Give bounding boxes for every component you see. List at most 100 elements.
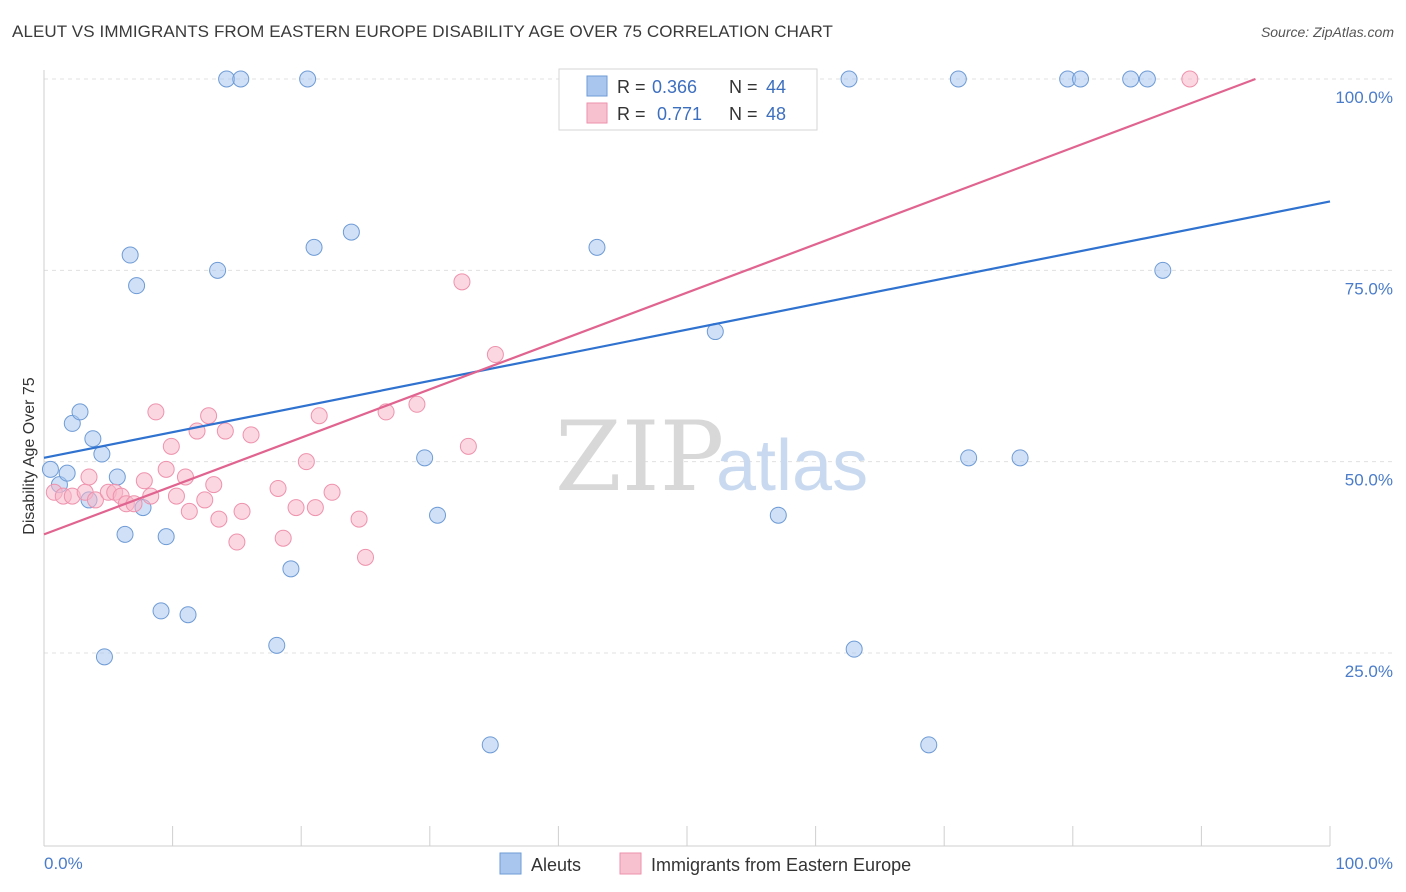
immigrants-point [306,499,324,517]
series-legend: Aleuts Immigrants from Eastern Europe [499,852,911,875]
immigrants-point [216,422,234,440]
immigrants-point [408,395,426,413]
legend-n-label-1: N = [729,77,758,97]
aleuts-point [58,464,76,482]
immigrants-point [205,476,223,494]
legend-r-value-2: 0.771 [657,104,702,124]
aleuts-point [1122,70,1140,88]
immigrants-point [269,479,287,497]
x-ticks [43,826,1331,846]
chart-title: ALEUT VS IMMIGRANTS FROM EASTERN EUROPE … [12,22,834,41]
aleuts-point [949,70,967,88]
aleuts-point [1138,70,1156,88]
immigrants-point [86,491,104,509]
aleuts-point [157,528,175,546]
immigrants-point [196,491,214,509]
aleuts-point [218,70,236,88]
immigrants-point [147,403,165,421]
immigrants-point [228,533,246,551]
aleuts-point [41,460,59,478]
aleuts-point [95,648,113,666]
immigrants-point [357,548,374,566]
bottom-legend-label-aleuts: Aleuts [531,855,581,875]
immigrants-point [180,502,198,520]
immigrants-point [80,468,98,486]
legend-swatch-immigrants [586,102,608,124]
y-tick-label: 100.0% [1335,88,1393,107]
immigrants-point [210,510,228,528]
y-tick-label: 50.0% [1345,471,1393,490]
aleuts-point [920,736,938,754]
aleuts-point [429,506,447,524]
trend-lines [43,77,1331,536]
aleuts-point [1154,261,1172,279]
aleuts-point [769,506,787,524]
watermark: ZIP atlas [555,401,868,513]
immigrants-point [233,502,251,520]
legend-n-label-2: N = [729,104,758,124]
y-tick-labels: 25.0% 50.0% 75.0% 100.0% [1335,88,1393,681]
aleuts-point [209,261,227,279]
aleuts-point [481,736,499,754]
legend-swatch-aleuts [586,75,608,97]
aleuts-point [299,70,317,88]
immigrants-point [287,499,305,517]
immigrants-trend-line [43,77,1256,536]
aleuts-point [128,277,146,295]
immigrants-point [274,529,292,547]
immigrants-point [162,437,180,455]
bottom-legend-label-immigrants: Immigrants from Eastern Europe [651,855,911,875]
aleuts-point [1072,70,1090,88]
immigrants-point [242,426,260,444]
legend-n-value-1: 44 [766,77,786,97]
series-aleuts-points [41,70,1172,754]
immigrants-point [157,460,175,478]
immigrants-point [453,273,471,291]
series-immigrants-points [45,70,1199,566]
aleuts-point [268,636,286,654]
aleuts-point [305,238,323,256]
aleuts-point [152,602,170,620]
aleuts-point [71,403,89,421]
watermark-zip: ZIP [555,401,724,513]
aleuts-point [845,640,863,658]
bottom-legend-swatch-aleuts [499,852,522,875]
aleuts-point [232,70,250,88]
immigrants-point [323,483,341,501]
immigrants-point [176,468,194,486]
aleuts-point [179,606,197,624]
aleuts-point [416,449,434,467]
watermark-atlas: atlas [716,426,868,506]
aleuts-point [342,223,360,241]
aleuts-point [840,70,858,88]
immigrants-point [167,487,185,505]
aleuts-point [588,238,606,256]
bottom-legend-swatch-immigrants [619,852,642,875]
immigrants-point [1181,70,1199,88]
immigrants-point [310,407,328,425]
immigrants-point [486,346,504,364]
chart-source: Source: ZipAtlas.com [1260,24,1394,40]
x-tick-label-max: 100.0% [1335,854,1393,873]
correlation-legend: R = 0.366 N = 44 R = 0.771 N = 48 [558,68,818,131]
aleuts-point [1011,449,1029,467]
grid-lines [44,78,1393,654]
immigrants-point [350,510,368,528]
aleuts-point [121,246,139,264]
y-tick-label: 25.0% [1345,662,1393,681]
aleuts-point [84,430,102,448]
x-tick-label-min: 0.0% [44,854,83,873]
aleuts-point [960,449,978,467]
y-axis-title: Disability Age Over 75 [21,377,38,535]
legend-r-value-1: 0.366 [652,77,697,97]
aleuts-trend-line [43,200,1331,459]
y-tick-label: 75.0% [1345,279,1393,298]
immigrants-point [297,453,315,471]
legend-n-value-2: 48 [766,104,786,124]
immigrants-point [459,437,477,455]
aleuts-point [282,560,300,578]
immigrants-point [135,472,153,490]
immigrants-point [200,407,218,425]
legend-r-label-1: R = [617,77,646,97]
